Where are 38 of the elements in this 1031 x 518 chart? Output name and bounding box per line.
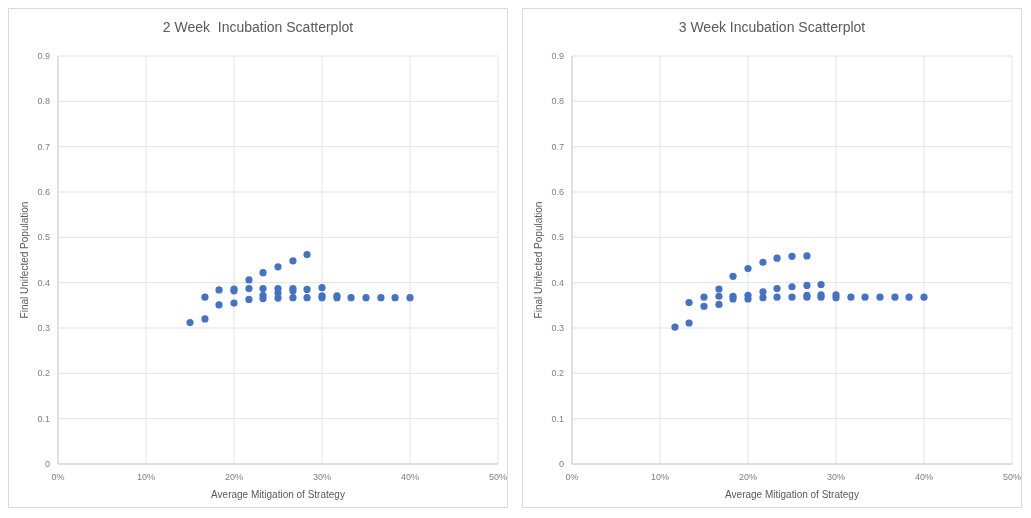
- chart-title: 2 Week Incubation Scatterplot: [162, 19, 354, 35]
- x-tick-label: 50%: [1002, 472, 1022, 482]
- y-tick-label: 0.3: [551, 323, 564, 334]
- x-axis-title: Average Mitigation of Strategy: [211, 489, 345, 500]
- y-tick-label: 0.3: [37, 323, 50, 334]
- y-tick-label: 0.2: [551, 368, 564, 379]
- x-tick-label: 20%: [224, 472, 244, 482]
- x-tick-label: 40%: [914, 472, 934, 482]
- y-tick-label: 0.4: [37, 277, 50, 288]
- y-tick-label: 0: [558, 459, 564, 470]
- x-tick-label: 20%: [738, 472, 758, 482]
- x-axis-title: Average Mitigation of Strategy: [725, 489, 859, 500]
- x-tick-label: 10%: [136, 472, 156, 482]
- y-tick-label: 0.2: [37, 368, 50, 379]
- y-tick-label: 0.4: [551, 277, 564, 288]
- y-tick-label: 0.5: [37, 232, 50, 243]
- y-tick-label: 0.7: [551, 141, 564, 152]
- y-tick-label: 0.9: [551, 51, 564, 62]
- y-tick-label: 0.7: [37, 141, 50, 152]
- x-tick-label: 30%: [826, 472, 846, 482]
- y-axis-title: Final Unifected Population: [533, 201, 544, 319]
- x-tick-label: 50%: [488, 472, 508, 482]
- y-tick-label: 0: [44, 459, 50, 470]
- y-tick-label: 0.6: [551, 187, 564, 198]
- x-tick-label: 10%: [650, 472, 670, 482]
- x-tick-label: 40%: [400, 472, 420, 482]
- y-tick-label: 0.8: [551, 96, 564, 107]
- chart-title: 3 Week Incubation Scatterplot: [678, 19, 866, 35]
- y-axis-title: Final Unifected Population: [19, 201, 30, 319]
- x-tick-label: 0%: [51, 472, 65, 482]
- x-tick-label: 0%: [565, 472, 579, 482]
- y-tick-label: 0.1: [37, 413, 50, 424]
- y-tick-label: 0.5: [551, 232, 564, 243]
- y-tick-label: 0.6: [37, 187, 50, 198]
- y-tick-label: 0.1: [551, 413, 564, 424]
- y-tick-label: 0.9: [37, 51, 50, 62]
- y-tick-label: 0.8: [37, 96, 50, 107]
- x-tick-label: 30%: [312, 472, 332, 482]
